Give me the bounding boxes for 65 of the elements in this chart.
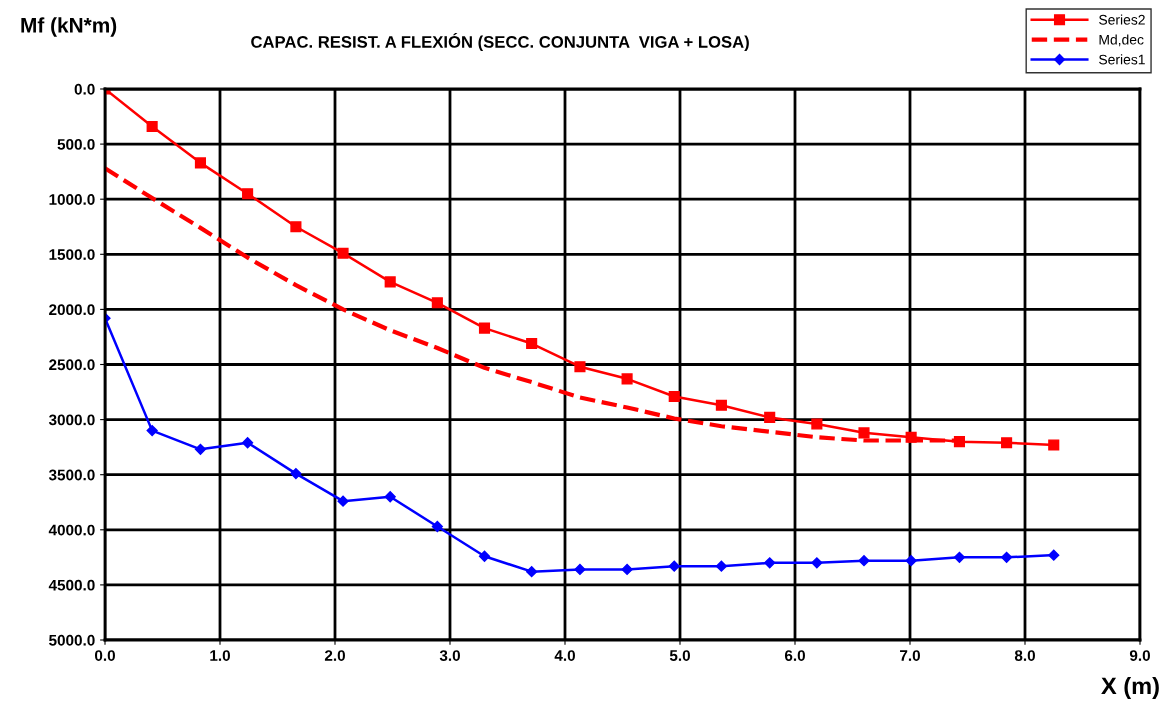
point [715,399,727,411]
point [242,188,254,200]
x-axis-title: X (m) [1101,676,1159,700]
x-tick-label: 8.0 [1014,650,1035,661]
y-tick-label: 3000.0 [48,414,95,426]
y-tick-label: 500.0 [57,138,95,150]
point [526,566,538,578]
point [478,550,491,562]
y-tick-label: 1500.0 [49,249,95,260]
x-tick-label: 9.0 [1129,650,1150,661]
point [764,557,776,569]
y-tick-label: 0.0 [74,83,95,95]
point [241,437,254,449]
y-tick-label: 4500.0 [48,579,95,591]
point [194,443,207,455]
point [146,120,158,133]
y-tick-label: 3500.0 [48,469,95,481]
point [384,276,396,288]
chart-title: CAPAC. RESIST. A FLEXIÓN (SECC. CONJUNTA VIGA + LOSA) [251,32,749,52]
x-tick-label: 0.0 [94,650,115,661]
legend-label: Md,dec [1099,34,1144,47]
point [337,495,349,507]
y-tick-label: 5000.0 [49,634,95,646]
point [811,418,823,430]
point [431,297,443,309]
point [858,427,870,439]
point [194,157,207,169]
point [290,221,302,233]
point [1001,437,1013,449]
point [526,338,538,350]
point [811,557,823,569]
legend-label: Series2 [1099,14,1145,25]
point [1048,439,1060,451]
y-axis-title: Mf (kN*m) [21,17,117,37]
point [953,551,966,563]
point [668,390,680,403]
x-tick-label: 5.0 [669,650,690,661]
legend-label: Series1 [1099,54,1145,65]
point [574,361,586,373]
x-tick-label: 7.0 [900,650,920,661]
point [905,555,917,567]
point [858,555,870,567]
point [621,373,633,385]
x-tick-label: 6.0 [784,650,805,661]
y-tick-label: 4000.0 [48,524,95,536]
point [668,560,680,572]
point [146,425,158,437]
y-tick-label: 2000.0 [49,304,95,316]
point [1048,549,1060,561]
x-tick-label: 3.0 [439,650,460,661]
point [574,563,586,576]
x-tick-label: 4.0 [554,650,575,661]
y-tick-label: 2500.0 [49,359,95,371]
point [290,467,302,480]
point [431,520,443,533]
point [1000,551,1013,563]
point [337,247,349,259]
point [621,563,633,576]
point [384,491,396,503]
x-tick-label: 2.0 [324,650,345,661]
x-tick-label: 1.0 [210,650,230,661]
point [764,411,776,423]
point [715,560,728,572]
point [478,322,491,334]
y-tick-label: 1000.0 [49,194,95,205]
